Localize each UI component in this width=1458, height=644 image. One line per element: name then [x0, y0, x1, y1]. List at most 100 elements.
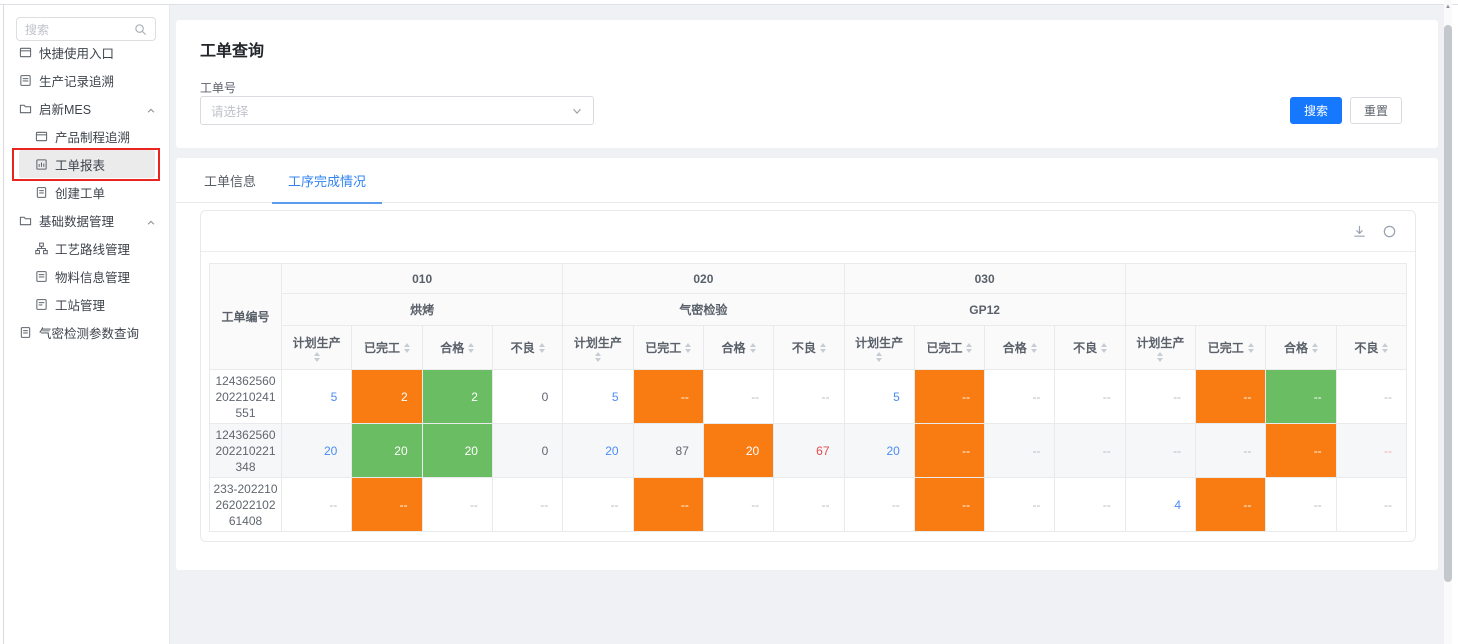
station-icon — [35, 298, 48, 311]
material-icon — [35, 270, 48, 283]
sidebar-item-5[interactable]: 创建工单 — [4, 178, 169, 206]
subcol-header[interactable]: 已完工 — [632, 325, 704, 370]
cell: -- — [1195, 423, 1267, 478]
subcol-header[interactable]: 合格 — [702, 325, 775, 370]
sort-icon[interactable] — [749, 342, 756, 353]
sort-icon[interactable] — [313, 351, 320, 362]
table-row-1: 124362560202210221348 20 20 20 0 20 87 20 67 20 --… — [209, 423, 1408, 478]
cell: -- — [1265, 369, 1337, 424]
sidebar-item-7[interactable]: 工艺路线管理 — [4, 234, 169, 262]
refresh-circle-icon[interactable] — [1382, 224, 1397, 239]
sidebar-item-label: 基础数据管理 — [39, 214, 115, 229]
subcol-header[interactable]: 不良 — [491, 325, 564, 370]
cell[interactable]: 20 — [843, 423, 915, 478]
sort-icon[interactable] — [966, 342, 973, 353]
subcol-header[interactable]: 不良 — [1335, 325, 1408, 370]
subcol-header[interactable]: 计划生产 — [562, 325, 634, 370]
sidebar-item-label: 快捷使用入口 — [39, 46, 115, 61]
sidebar-item-1[interactable]: 生产记录追溯 — [4, 66, 169, 94]
sort-icon[interactable] — [1101, 342, 1108, 353]
cell: -- — [351, 477, 423, 532]
sidebar-item-2[interactable]: 启新MES — [4, 94, 169, 122]
chevron-down-icon — [573, 108, 581, 114]
cell: 20 — [351, 423, 423, 478]
chevron-up-icon[interactable] — [146, 215, 156, 233]
sort-icon[interactable] — [538, 342, 545, 353]
cell: -- — [1195, 369, 1267, 424]
sidebar-item-6[interactable]: 基础数据管理 — [4, 206, 169, 234]
page-title: 工单查询 — [200, 43, 265, 60]
cell[interactable]: 20 — [280, 423, 353, 478]
subcol-header[interactable]: 合格 — [1265, 325, 1337, 370]
sort-icon[interactable] — [1157, 351, 1164, 362]
sort-icon[interactable] — [403, 342, 410, 353]
trace-icon — [35, 130, 48, 143]
sidebar-item-8[interactable]: 物料信息管理 — [4, 262, 169, 290]
cell: -- — [1054, 423, 1126, 478]
tab-process-completion[interactable]: 工序完成情况 — [272, 158, 383, 204]
sort-icon[interactable] — [594, 351, 601, 362]
scrollbar-thumb[interactable] — [1444, 25, 1452, 582]
main-content: 工单查询 工单号 请选择 搜索 重置 工单信息 工序完成情况 — [170, 5, 1444, 644]
subcol-header[interactable]: 计划生产 — [280, 325, 353, 370]
chevron-up-icon[interactable] — [146, 103, 156, 121]
search-placeholder: 搜索 — [25, 22, 50, 37]
cell: -- — [1124, 369, 1197, 424]
sidebar-item-label: 生产记录追溯 — [39, 74, 115, 89]
order-no-select[interactable]: 请选择 — [200, 96, 594, 125]
subcol-header[interactable]: 不良 — [1054, 325, 1126, 370]
sort-icon[interactable] — [1312, 342, 1319, 353]
subcol-header[interactable]: 计划生产 — [1124, 325, 1197, 370]
sidebar-item-4[interactable]: 工单报表 — [19, 150, 155, 178]
sidebar-item-9[interactable]: 工站管理 — [4, 290, 169, 318]
sort-icon[interactable] — [1382, 342, 1389, 353]
subcol-header[interactable]: 已完工 — [1195, 325, 1267, 370]
group-code-2: 030 — [843, 263, 1126, 294]
subcol-header[interactable]: 合格 — [984, 325, 1056, 370]
subcol-header[interactable]: 已完工 — [351, 325, 423, 370]
download-icon[interactable] — [1352, 224, 1367, 239]
cell: -- — [1335, 423, 1408, 478]
cell[interactable]: 4 — [1124, 477, 1197, 532]
cell[interactable]: 20 — [562, 423, 634, 478]
cell: -- — [1265, 423, 1337, 478]
sort-icon[interactable] — [685, 342, 692, 353]
subcol-header[interactable]: 合格 — [421, 325, 493, 370]
subcol-header[interactable]: 计划生产 — [843, 325, 915, 370]
sort-icon[interactable] — [819, 342, 826, 353]
subcol-header[interactable]: 已完工 — [913, 325, 986, 370]
report-icon — [35, 158, 48, 171]
sort-icon[interactable] — [468, 342, 475, 353]
table-card: 工单编号 010 020 030 烘烤 气密检验 GP12 计划生产 已完工 合格 不良 计划生产 已完… — [200, 210, 1416, 542]
sidebar-item-label: 物料信息管理 — [55, 270, 131, 285]
tab-bar: 工单信息 工序完成情况 — [176, 158, 1438, 204]
scroll-up-arrow-icon[interactable]: ▲ — [1445, 4, 1451, 10]
tab-work-order-info[interactable]: 工单信息 — [204, 173, 257, 189]
query-card: 工单查询 工单号 请选择 搜索 重置 — [176, 20, 1438, 148]
sidebar-item-0[interactable]: 快捷使用入口 — [4, 38, 169, 66]
table-wrapper: 工单编号 010 020 030 烘烤 气密检验 GP12 计划生产 已完工 合格 不良 计划生产 已完… — [209, 263, 1408, 532]
subcol-header[interactable]: 不良 — [773, 325, 845, 370]
sidebar-search-input[interactable]: 搜索 — [16, 17, 156, 41]
panel-icon — [19, 46, 32, 59]
top-divider — [0, 4, 1458, 5]
search-button[interactable]: 搜索 — [1289, 97, 1342, 124]
cell[interactable]: 5 — [562, 369, 634, 424]
folder-icon — [19, 102, 32, 115]
reset-button[interactable]: 重置 — [1349, 97, 1402, 124]
sort-icon[interactable] — [1030, 342, 1037, 353]
group-name-1: 气密检验 — [562, 293, 845, 326]
sidebar-item-3[interactable]: 产品制程追溯 — [4, 122, 169, 150]
sidebar-item-10[interactable]: 气密检测参数查询 — [4, 318, 169, 346]
param-icon — [19, 326, 32, 339]
order-number-cell: 124362560202210241551 — [209, 369, 282, 424]
sidebar-item-label: 工站管理 — [55, 298, 106, 313]
cell[interactable]: 5 — [280, 369, 353, 424]
sort-icon[interactable] — [1247, 342, 1254, 353]
group-code-1: 020 — [562, 263, 845, 294]
cell[interactable]: 5 — [843, 369, 915, 424]
sidebar-item-label: 气密检测参数查询 — [39, 326, 140, 341]
cell: -- — [1195, 477, 1267, 532]
sort-icon[interactable] — [876, 351, 883, 362]
cell: -- — [984, 477, 1056, 532]
